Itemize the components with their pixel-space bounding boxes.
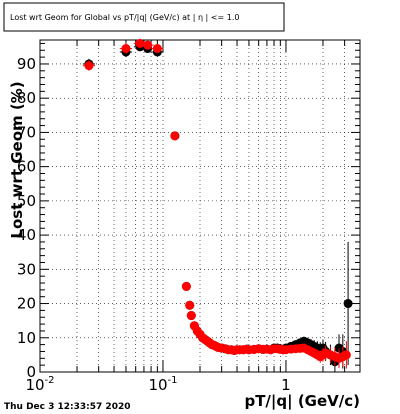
data-series	[82, 38, 353, 372]
x-tick-label: 1	[281, 376, 291, 394]
data-point	[152, 44, 162, 54]
x-tick-label: 10-2	[25, 375, 54, 394]
y-tick-label: 40	[17, 226, 36, 244]
data-point	[341, 350, 351, 360]
data-point	[135, 38, 145, 48]
data-point	[186, 311, 196, 321]
y-tick-label: 50	[17, 192, 36, 210]
x-axis-title: pT/|q| (GeV/c)	[244, 392, 360, 411]
data-point	[84, 61, 94, 71]
x-tick-label: 10-1	[148, 375, 177, 394]
y-tick-label: 30	[17, 260, 36, 278]
footer-timestamp: Thu Dec 3 12:33:57 2020	[4, 402, 130, 412]
y-tick-label: 90	[17, 55, 36, 73]
axis-ticks	[39, 40, 360, 373]
series-red	[82, 38, 351, 369]
series-black	[82, 42, 353, 372]
chart-title: Lost wrt Geom for Global vs pT/|q| (GeV/…	[10, 13, 239, 22]
chart-title-box: Lost wrt Geom for Global vs pT/|q| (GeV/…	[3, 2, 285, 32]
data-point	[143, 40, 153, 50]
data-point	[181, 281, 191, 291]
y-tick-label: 80	[17, 89, 36, 107]
y-tick-label: 10	[17, 329, 36, 347]
data-point	[170, 131, 180, 141]
y-tick-label: 0	[26, 363, 36, 381]
plot-frame	[39, 39, 361, 373]
data-point	[121, 44, 131, 54]
y-axis-title: Lost wrt Geom (%)	[8, 81, 26, 238]
y-tick-label: 70	[17, 123, 36, 141]
y-tick-label: 60	[17, 158, 36, 176]
data-point	[343, 299, 353, 309]
data-point	[185, 300, 195, 310]
y-tick-label: 20	[17, 295, 36, 313]
grid-lines	[40, 40, 360, 372]
